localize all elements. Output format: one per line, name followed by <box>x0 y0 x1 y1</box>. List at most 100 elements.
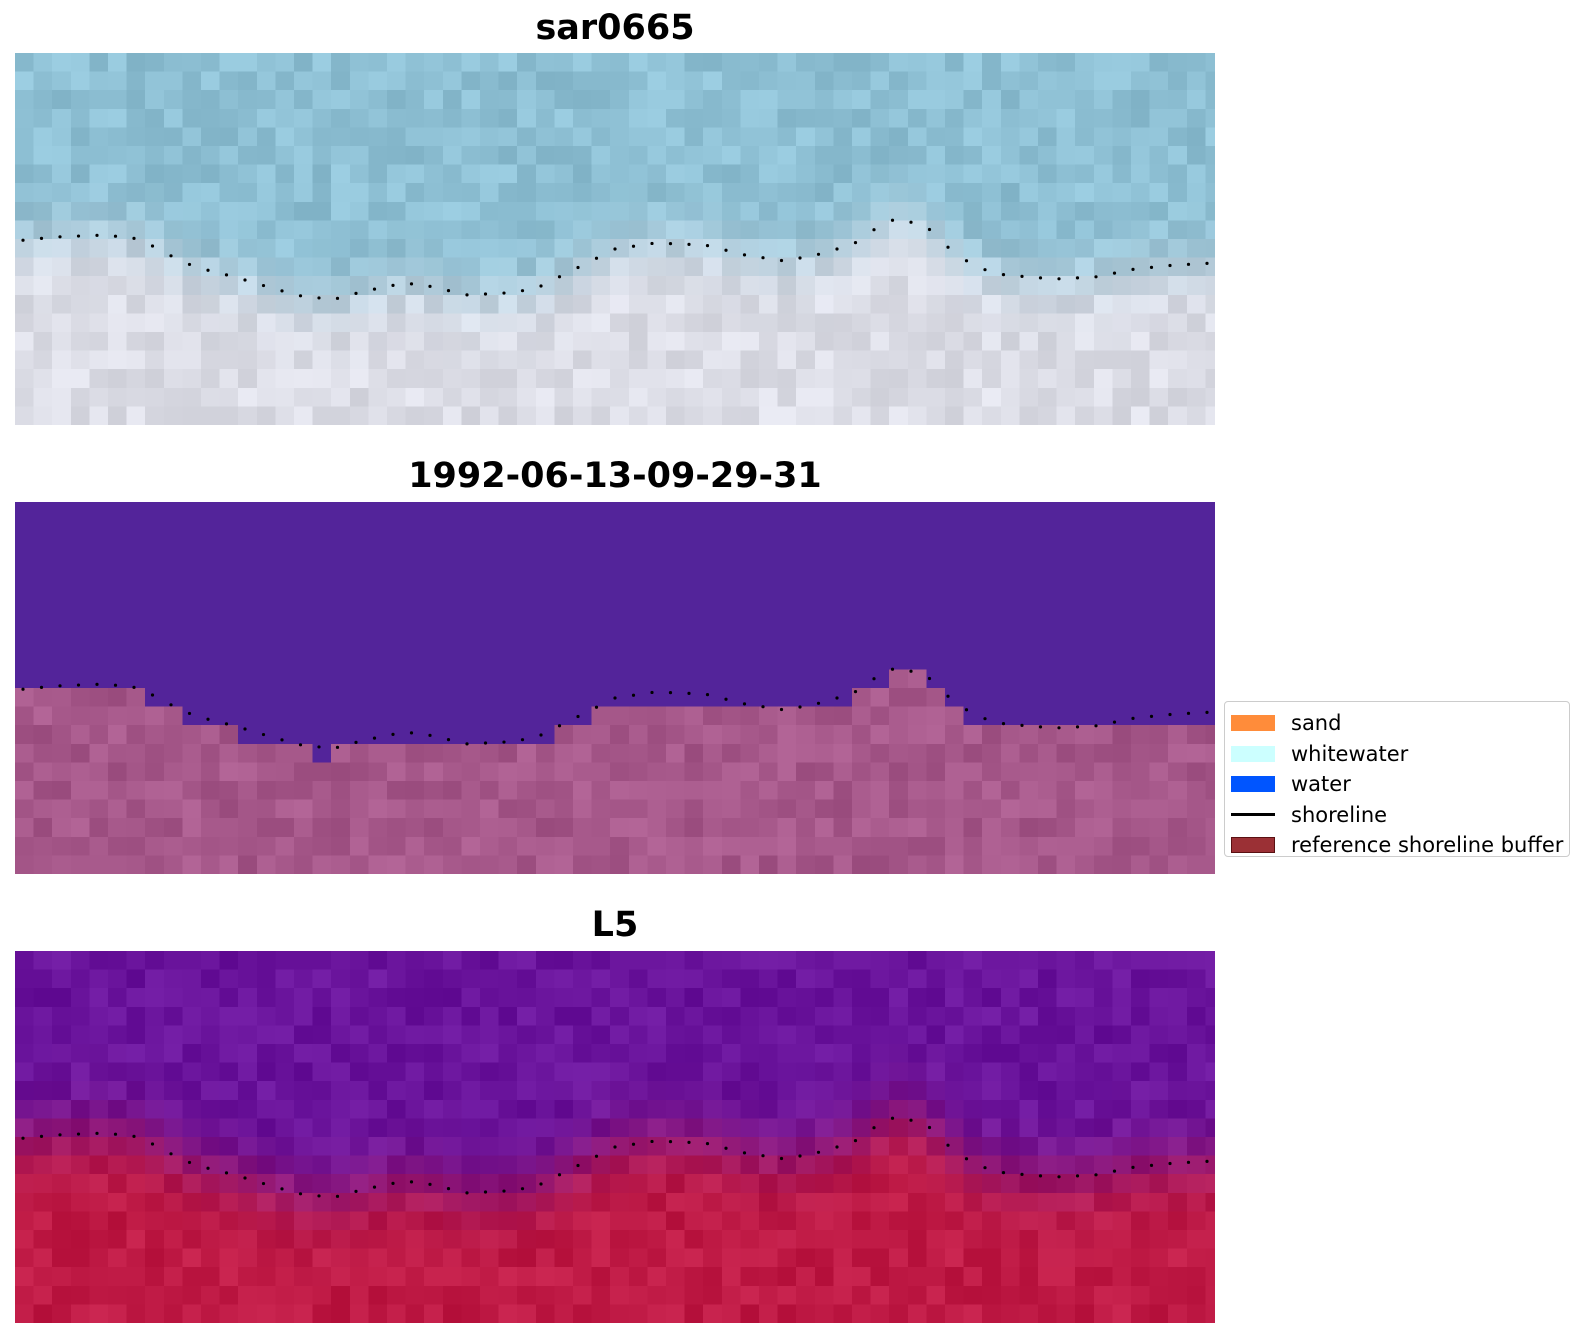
shoreline-point <box>335 1194 340 1198</box>
image-pixel <box>666 108 686 128</box>
class-pixel <box>312 557 332 577</box>
image-pixel <box>33 1044 53 1064</box>
image-pixel <box>759 53 779 73</box>
image-pixel <box>740 387 760 407</box>
image-pixel <box>163 1155 183 1175</box>
image-pixel <box>15 220 35 240</box>
image-pixel <box>684 1155 704 1175</box>
image-pixel <box>870 239 890 259</box>
image-pixel <box>368 406 388 425</box>
image-pixel <box>1112 988 1132 1008</box>
image-pixel <box>387 369 407 389</box>
image-pixel <box>89 406 109 425</box>
class-pixel <box>1075 818 1095 838</box>
class-pixel <box>628 836 648 856</box>
image-pixel <box>517 1248 537 1268</box>
image-pixel <box>387 1099 407 1119</box>
image-pixel <box>405 1062 425 1082</box>
image-pixel <box>238 127 258 147</box>
image-pixel <box>1038 1304 1058 1323</box>
image-pixel <box>163 276 183 296</box>
shoreline-point <box>631 693 636 697</box>
image-pixel <box>480 1137 500 1157</box>
shoreline-point <box>1075 725 1080 729</box>
image-pixel <box>182 276 202 296</box>
image-pixel <box>1131 313 1151 333</box>
shoreline-point <box>76 683 81 687</box>
class-pixel <box>163 502 183 522</box>
image-pixel <box>1149 369 1169 389</box>
image-pixel <box>442 951 462 971</box>
image-pixel <box>424 1099 444 1119</box>
image-pixel <box>368 1230 388 1250</box>
image-pixel <box>963 332 983 352</box>
class-pixel <box>405 781 425 801</box>
image-pixel <box>1038 406 1058 425</box>
class-pixel <box>889 539 909 559</box>
class-pixel <box>424 855 444 874</box>
image-pixel <box>387 1025 407 1045</box>
image-pixel <box>442 276 462 296</box>
image-pixel <box>1000 1099 1020 1119</box>
image-pixel <box>926 127 946 147</box>
class-pixel <box>1038 855 1058 874</box>
image-pixel <box>182 406 202 425</box>
image-pixel <box>15 369 35 389</box>
image-pixel <box>1168 369 1188 389</box>
image-pixel <box>182 988 202 1008</box>
image-pixel <box>963 1062 983 1082</box>
image-pixel <box>238 951 258 971</box>
image-pixel <box>1056 369 1076 389</box>
image-pixel <box>219 108 239 128</box>
image-pixel <box>89 313 109 333</box>
image-pixel <box>535 294 555 314</box>
class-pixel <box>628 688 648 708</box>
image-pixel <box>963 1044 983 1064</box>
class-pixel <box>70 632 90 652</box>
image-pixel <box>442 1192 462 1212</box>
class-pixel <box>666 557 686 577</box>
image-pixel <box>256 313 276 333</box>
image-pixel <box>461 1006 481 1026</box>
class-pixel <box>1112 632 1132 652</box>
image-pixel <box>1093 1137 1113 1157</box>
image-pixel <box>145 387 165 407</box>
image-pixel <box>33 53 53 73</box>
image-pixel <box>312 1062 332 1082</box>
image-pixel <box>126 369 146 389</box>
class-pixel <box>201 688 221 708</box>
image-pixel <box>870 108 890 128</box>
image-pixel <box>294 969 314 989</box>
class-pixel <box>945 613 965 633</box>
image-pixel <box>256 90 276 110</box>
image-pixel <box>907 1304 927 1323</box>
image-pixel <box>108 127 128 147</box>
class-pixel <box>33 595 53 615</box>
image-pixel <box>219 201 239 221</box>
class-pixel <box>870 762 890 782</box>
image-pixel <box>666 313 686 333</box>
shoreline-point <box>243 1176 247 1180</box>
image-pixel <box>1205 1081 1215 1101</box>
image-pixel <box>424 1155 444 1175</box>
image-pixel <box>126 313 146 333</box>
image-pixel <box>721 313 741 333</box>
image-pixel <box>15 313 35 333</box>
image-pixel <box>777 988 797 1008</box>
class-pixel <box>1019 818 1039 838</box>
image-pixel <box>219 1267 239 1287</box>
image-pixel <box>740 1192 760 1212</box>
image-pixel <box>1038 350 1058 370</box>
image-pixel <box>219 276 239 296</box>
image-pixel <box>517 350 537 370</box>
image-pixel <box>889 1062 909 1082</box>
image-pixel <box>201 201 221 221</box>
image-pixel <box>573 1081 593 1101</box>
class-pixel <box>1056 855 1076 874</box>
image-pixel <box>628 350 648 370</box>
class-pixel <box>554 799 574 819</box>
image-pixel <box>201 1211 221 1231</box>
image-pixel <box>628 1099 648 1119</box>
shoreline-point <box>428 284 432 288</box>
image-pixel <box>1112 332 1132 352</box>
